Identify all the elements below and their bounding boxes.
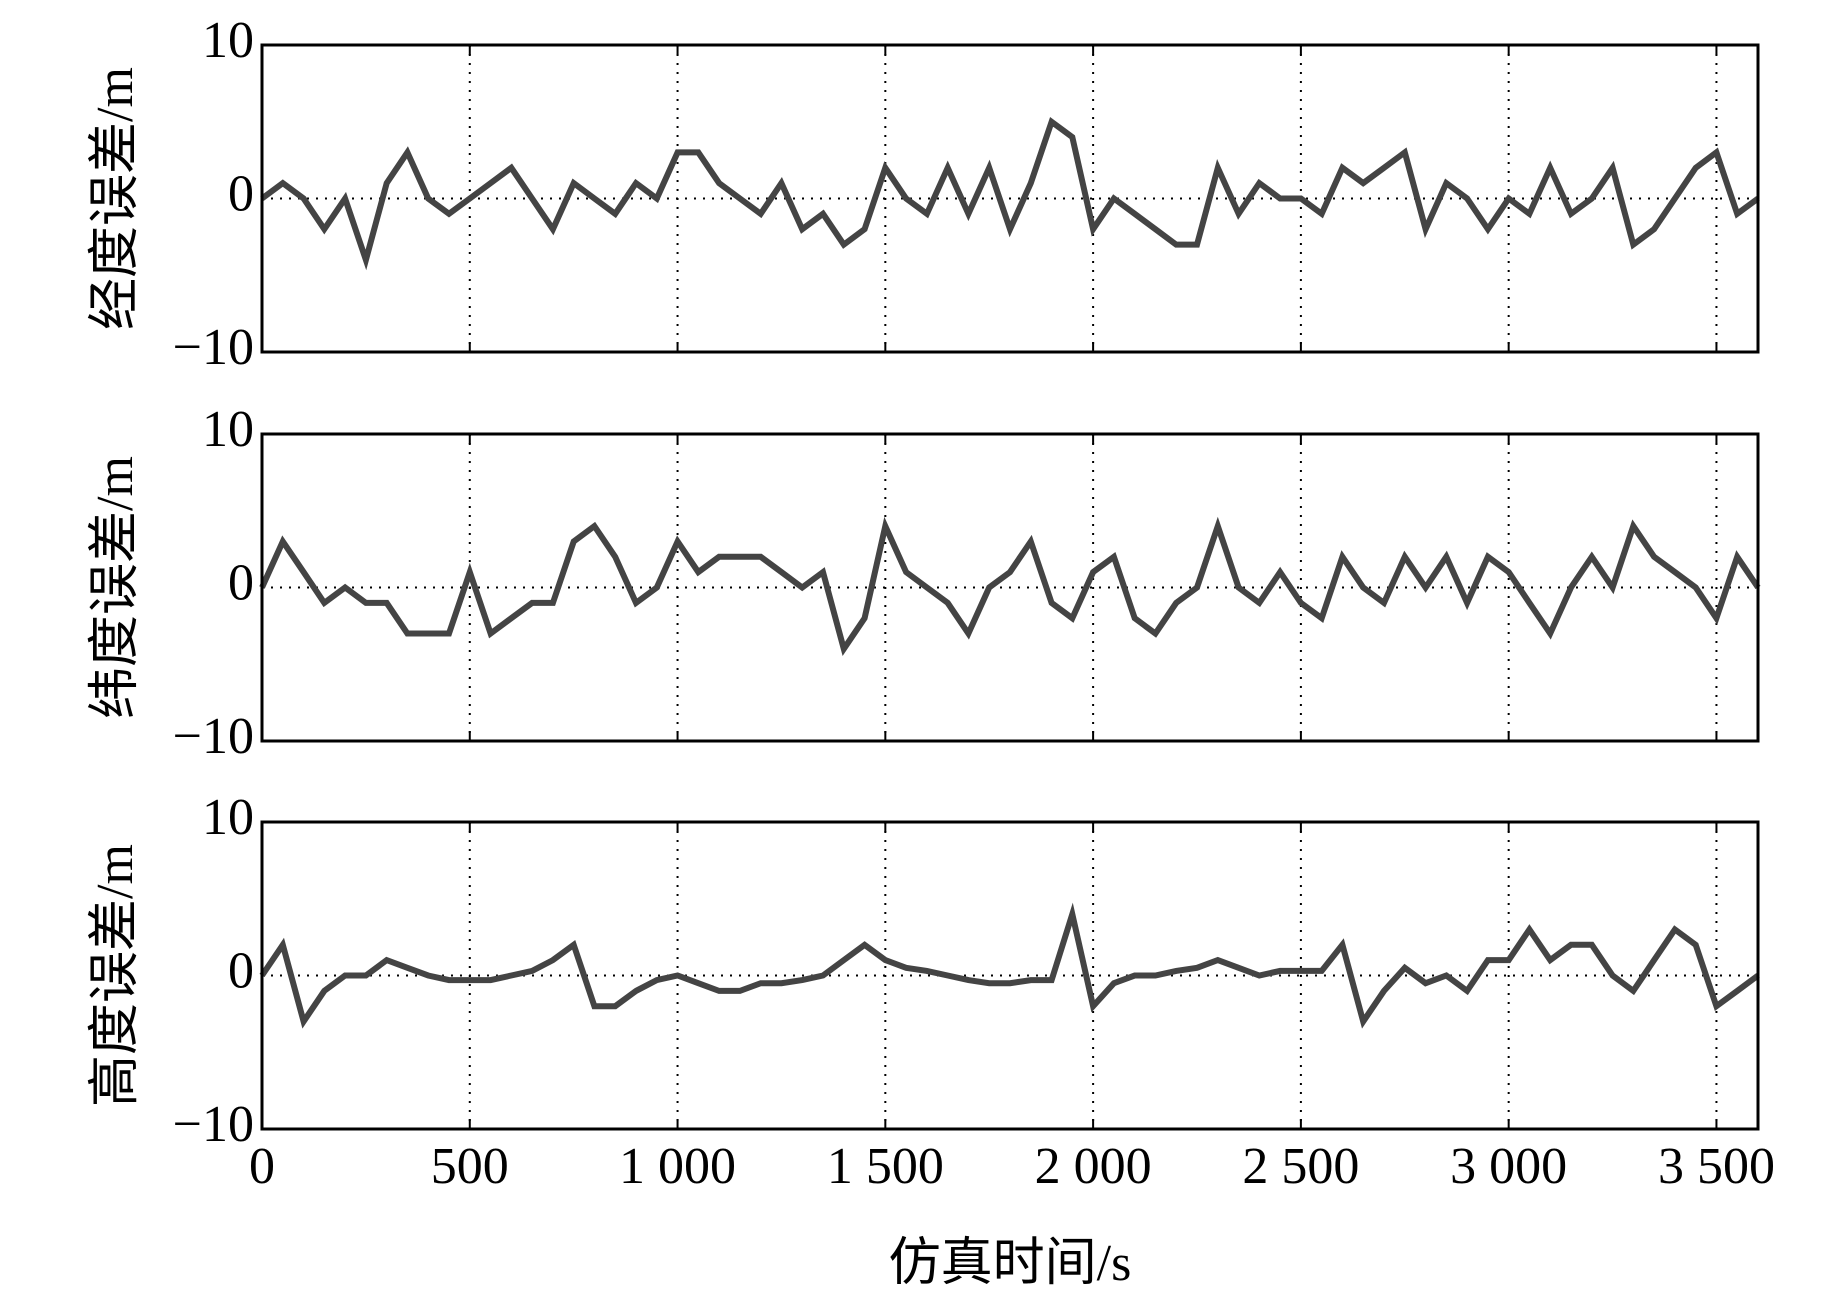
x-tick-label: 0	[249, 1138, 275, 1195]
y-axis-label: 经度误差/m	[87, 67, 144, 330]
y-tick-label: 0	[228, 554, 254, 611]
plot-frame	[260, 432, 1760, 743]
x-tick-label: 1 000	[619, 1138, 736, 1195]
y-axis-label: 高度误差/m	[87, 844, 144, 1107]
y-tick-label: 0	[228, 942, 254, 999]
x-tick-label: 1 500	[827, 1138, 944, 1195]
x-tick-label: 2 500	[1242, 1138, 1359, 1195]
x-tick-label: 2 000	[1035, 1138, 1152, 1195]
plot-frame	[260, 43, 1760, 354]
y-tick-label: 10	[202, 12, 254, 69]
y-axis-label: 纬度误差/m	[87, 456, 144, 719]
y-tick-label: 10	[202, 401, 254, 458]
data-line	[260, 116, 1760, 271]
y-tick-label: −10	[173, 1096, 254, 1153]
x-axis-label: 仿真时间/s	[889, 1235, 1132, 1292]
data-line	[259, 516, 1761, 656]
x-tick-label: 3 500	[1658, 1138, 1775, 1195]
y-tick-label: −10	[173, 319, 254, 376]
y-tick-label: −10	[173, 708, 254, 765]
y-tick-label: 0	[228, 165, 254, 222]
y-tick-label: 10	[202, 789, 254, 846]
x-tick-label: 3 000	[1450, 1138, 1567, 1195]
plot-frame	[260, 820, 1760, 1131]
data-line	[259, 902, 1760, 1029]
x-tick-label: 500	[431, 1138, 509, 1195]
